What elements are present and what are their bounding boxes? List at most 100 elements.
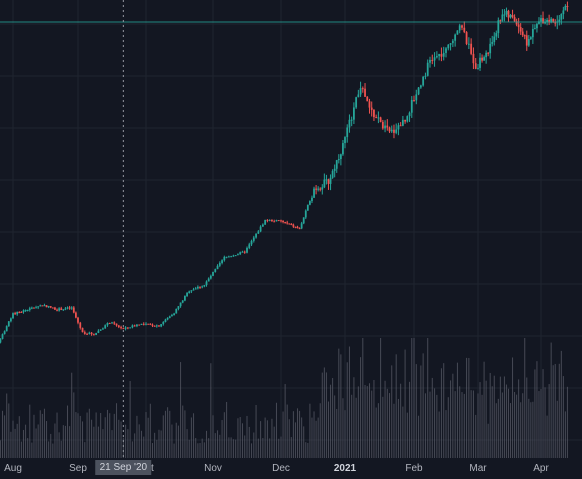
- volume-bar: [217, 430, 219, 458]
- volume-bar: [251, 443, 253, 458]
- candle: [66, 306, 69, 310]
- volume-bar: [431, 377, 433, 458]
- volume-bar: [454, 391, 456, 458]
- volume-bar: [262, 437, 264, 458]
- candle: [470, 38, 473, 56]
- candle: [433, 52, 436, 67]
- volume-bar: [409, 381, 411, 458]
- volume-bar: [156, 439, 158, 458]
- candle: [133, 324, 136, 327]
- candle: [248, 242, 251, 250]
- candle: [540, 14, 542, 27]
- volume-bar: [62, 425, 64, 458]
- candle: [408, 111, 411, 122]
- volume-bar: [184, 410, 186, 458]
- candle: [467, 37, 470, 50]
- volume-bar: [93, 426, 95, 458]
- candle: [566, 1, 569, 12]
- volume-bar: [463, 393, 465, 458]
- volume-bar: [266, 420, 268, 458]
- volume-bar: [22, 429, 24, 458]
- candle: [327, 178, 330, 190]
- candle: [97, 329, 100, 334]
- candle: [122, 327, 125, 330]
- x-tick-label: Mar: [469, 463, 487, 474]
- candle: [45, 305, 48, 308]
- x-tick-label: Apr: [533, 463, 549, 474]
- candle: [461, 24, 463, 31]
- candle: [404, 119, 406, 124]
- volume-bar: [485, 380, 487, 458]
- volume-bar: [566, 386, 568, 458]
- candle: [415, 89, 418, 105]
- candle: [60, 306, 63, 311]
- volume-bar: [239, 417, 241, 458]
- candle: [190, 290, 193, 294]
- volume-bar: [375, 407, 377, 458]
- x-tick-label: Sep: [69, 463, 87, 474]
- candle: [35, 305, 37, 309]
- volume-bar: [443, 363, 445, 458]
- volume-bar: [427, 338, 429, 458]
- candle: [22, 309, 25, 314]
- candle: [158, 325, 160, 327]
- volume-bar: [175, 422, 177, 458]
- volume-bar: [466, 357, 468, 458]
- volume-bar: [327, 401, 329, 458]
- x-tick-label: Nov: [204, 463, 222, 474]
- candle: [261, 223, 264, 227]
- volume-bar: [397, 398, 399, 458]
- volume-bar: [438, 411, 440, 458]
- candle: [554, 19, 557, 27]
- volume-bar: [380, 338, 382, 458]
- candle: [364, 83, 366, 97]
- volume-bar: [75, 412, 77, 458]
- candle: [250, 239, 253, 247]
- candle: [390, 125, 393, 134]
- candle: [329, 174, 332, 191]
- volume-bar: [520, 402, 522, 458]
- candle: [511, 9, 514, 19]
- candle: [440, 47, 443, 62]
- volume-bar: [48, 441, 50, 458]
- volume-bar: [2, 410, 4, 458]
- volume-bar: [16, 423, 18, 458]
- volume-bar: [420, 365, 422, 458]
- candle: [306, 204, 309, 211]
- volume-bar: [206, 430, 208, 458]
- volume-bar: [37, 424, 39, 458]
- candle: [166, 317, 169, 321]
- candle: [280, 219, 282, 223]
- candle: [357, 89, 360, 98]
- volume-bar: [544, 387, 546, 458]
- volume-bar: [548, 384, 550, 458]
- volume-bar: [195, 437, 197, 458]
- volume-bar: [560, 350, 562, 458]
- volume-bar: [540, 389, 542, 458]
- candle: [14, 311, 16, 315]
- volume-bar: [299, 410, 301, 458]
- candle: [564, 4, 567, 11]
- candle: [26, 309, 29, 312]
- volume-bar: [459, 386, 461, 458]
- candle: [212, 271, 214, 277]
- volume-bar: [56, 412, 58, 458]
- volume-bar: [4, 415, 6, 458]
- candle: [370, 101, 373, 117]
- volume-bar: [404, 349, 406, 458]
- volume-bar: [162, 415, 164, 458]
- volume-bar: [67, 405, 69, 458]
- candle: [424, 72, 427, 80]
- candle: [37, 306, 40, 310]
- candle: [171, 313, 173, 317]
- volume-bar: [368, 383, 370, 458]
- volume-bar: [39, 410, 41, 458]
- candle: [54, 306, 56, 310]
- volume-bar: [301, 417, 303, 458]
- volume-bar: [29, 404, 31, 458]
- volume-bar: [77, 413, 79, 458]
- candle: [315, 184, 317, 195]
- volume-bar: [286, 404, 288, 458]
